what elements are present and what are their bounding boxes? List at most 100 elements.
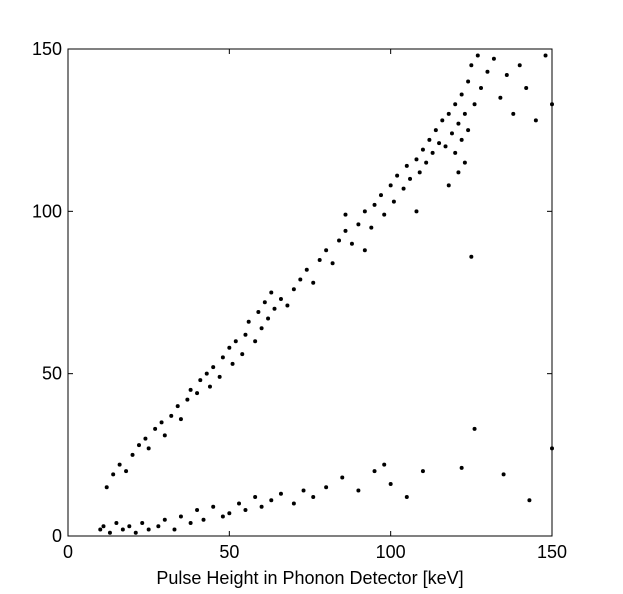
point (301, 488, 306, 493)
point (533, 118, 538, 123)
point (469, 63, 474, 68)
point (427, 137, 432, 142)
point (211, 504, 216, 509)
point (456, 170, 461, 175)
point (330, 261, 335, 266)
point (372, 202, 377, 207)
point (388, 183, 393, 188)
point (153, 426, 158, 431)
point (175, 404, 180, 409)
y-tick-label: 150 (32, 39, 62, 59)
point (262, 300, 267, 305)
point (424, 160, 429, 165)
point (253, 495, 258, 500)
point (372, 469, 377, 474)
point (98, 527, 103, 532)
point (382, 212, 387, 217)
point (491, 56, 496, 61)
point (408, 176, 413, 181)
point (111, 472, 116, 477)
point (475, 53, 480, 58)
point (479, 85, 484, 90)
point (437, 141, 442, 146)
point (178, 417, 183, 422)
point (456, 121, 461, 126)
point (524, 85, 529, 90)
point (459, 465, 464, 470)
point (311, 495, 316, 500)
point (269, 498, 274, 503)
point (237, 501, 242, 506)
point (337, 238, 342, 243)
point (246, 319, 251, 324)
point (317, 258, 322, 263)
point (120, 527, 125, 532)
point (356, 222, 361, 227)
point (298, 277, 303, 282)
point (404, 495, 409, 500)
point (349, 241, 354, 246)
point (504, 72, 509, 77)
point (382, 462, 387, 467)
point (469, 254, 474, 259)
point (101, 524, 106, 529)
point (162, 517, 167, 522)
point (472, 102, 477, 107)
point (162, 433, 167, 438)
point (498, 95, 503, 100)
point (253, 339, 258, 344)
point (146, 446, 151, 451)
point (240, 352, 245, 357)
point (243, 508, 248, 513)
point (259, 326, 264, 331)
point (259, 504, 264, 509)
point (446, 111, 451, 116)
point (462, 111, 467, 116)
point (188, 387, 193, 392)
point (324, 485, 329, 490)
point (195, 391, 200, 396)
point (124, 469, 129, 474)
point (440, 118, 445, 123)
point (198, 378, 203, 383)
point (433, 128, 438, 133)
x-axis-label: Pulse Height in Phonon Detector [keV] (156, 568, 463, 588)
point (188, 521, 193, 526)
point (420, 469, 425, 474)
plot-frame (67, 48, 553, 537)
point (127, 524, 132, 529)
point (414, 157, 419, 162)
point (517, 63, 522, 68)
point (420, 147, 425, 152)
point (269, 290, 274, 295)
point (430, 150, 435, 155)
point (527, 498, 532, 503)
x-tick-label: 100 (376, 542, 406, 562)
point (278, 296, 283, 301)
point (388, 482, 393, 487)
point (356, 488, 361, 493)
x-tick-label: 50 (219, 542, 239, 562)
point (278, 491, 283, 496)
point (114, 521, 119, 526)
point (185, 397, 190, 402)
x-tick-label: 150 (537, 542, 567, 562)
point (178, 514, 183, 519)
point (266, 316, 271, 321)
y-tick-label: 100 (32, 201, 62, 221)
point (404, 163, 409, 168)
point (130, 452, 135, 457)
point (446, 183, 451, 188)
point (285, 303, 290, 308)
point (459, 92, 464, 97)
y-tick-label: 50 (42, 364, 62, 384)
point (159, 420, 164, 425)
point (453, 150, 458, 155)
point (485, 69, 490, 74)
point (443, 144, 448, 149)
point (220, 514, 225, 519)
point (104, 485, 109, 490)
point (217, 374, 222, 379)
